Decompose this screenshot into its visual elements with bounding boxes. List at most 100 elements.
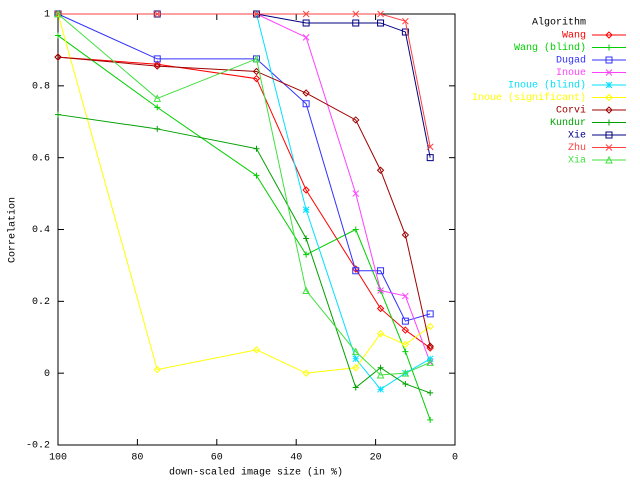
y-tick-label: 0.4 (32, 225, 50, 236)
legend-label: Inoue (blind) (508, 80, 586, 92)
marker (54, 53, 62, 61)
marker (402, 348, 409, 355)
marker (153, 94, 162, 102)
marker (303, 235, 310, 242)
marker (377, 267, 385, 275)
marker (153, 10, 161, 18)
x-tick-label: 100 (49, 453, 67, 464)
marker (426, 143, 434, 151)
marker (352, 355, 360, 363)
y-tick-label: 0.2 (32, 297, 50, 308)
marker (427, 416, 434, 423)
series-line (57, 56, 431, 349)
y-tick-label: 0 (44, 369, 50, 380)
series-line (57, 35, 431, 421)
x-tick-label: 60 (211, 453, 223, 464)
marker (154, 104, 161, 111)
marker (605, 144, 613, 151)
marker (351, 347, 360, 356)
series-line (57, 56, 431, 347)
marker (253, 145, 260, 152)
marker (352, 226, 359, 233)
marker (605, 131, 613, 139)
marker (377, 385, 384, 393)
marker (402, 292, 409, 300)
marker (376, 166, 385, 174)
marker (605, 81, 613, 89)
series-line (256, 13, 431, 363)
legend-label: Zhu (568, 142, 586, 154)
marker (377, 364, 384, 371)
x-tick-label: 20 (370, 453, 382, 464)
marker (253, 172, 260, 179)
series-line (57, 114, 431, 394)
legend-label: Wang (blind) (514, 42, 586, 54)
marker (302, 100, 310, 108)
marker (153, 62, 161, 70)
y-axis-label: Correlation (7, 197, 19, 263)
marker (252, 346, 261, 354)
legend-label: Corvi (556, 105, 586, 117)
marker (352, 364, 360, 372)
marker (352, 267, 360, 275)
marker (427, 389, 434, 396)
marker (376, 304, 385, 313)
marker (55, 32, 61, 39)
x-axis-label: down-scaled image size (in %) (169, 467, 343, 479)
legend-label: Inoue (significant) (472, 92, 586, 104)
marker (605, 155, 613, 164)
legend-label: Dugad (556, 55, 586, 67)
marker (55, 111, 61, 118)
marker (352, 19, 360, 27)
legend-label: Xie (568, 130, 586, 142)
marker (153, 60, 161, 68)
marker (376, 329, 385, 338)
marker (153, 55, 161, 63)
marker (302, 206, 310, 214)
x-tick-label: 40 (290, 453, 302, 464)
marker (376, 370, 385, 379)
marker (606, 44, 612, 51)
legend-label: Wang (562, 31, 586, 42)
x-tick-label: 80 (131, 453, 143, 464)
marker (426, 154, 434, 162)
marker (302, 10, 310, 18)
marker (605, 56, 613, 64)
legend-title: Algorithm (532, 17, 586, 29)
series-line (57, 13, 431, 376)
marker (253, 10, 260, 18)
marker (302, 33, 310, 41)
marker (426, 310, 434, 318)
marker (402, 380, 409, 387)
marker (153, 365, 161, 374)
y-tick-label: -0.2 (26, 441, 50, 452)
series-line (256, 13, 431, 390)
y-tick-label: 0.8 (32, 81, 50, 92)
marker (426, 358, 434, 366)
marker (154, 125, 161, 132)
marker (302, 186, 310, 194)
marker (252, 54, 261, 63)
y-tick-label: 1 (44, 10, 50, 21)
marker (54, 9, 62, 18)
marker (302, 369, 310, 377)
legend-label: Inoue (556, 68, 586, 79)
marker (302, 89, 310, 97)
marker (401, 231, 410, 239)
series-line (58, 13, 431, 158)
marker (303, 251, 310, 258)
series-line (58, 13, 431, 147)
marker (401, 326, 410, 334)
legend-label: Xia (568, 155, 586, 167)
marker (252, 74, 261, 83)
marker (426, 342, 434, 350)
marker (402, 17, 409, 25)
marker (401, 317, 409, 325)
marker (401, 340, 410, 349)
marker (352, 116, 360, 124)
marker (352, 384, 359, 391)
marker (426, 322, 434, 331)
marker (377, 10, 384, 18)
